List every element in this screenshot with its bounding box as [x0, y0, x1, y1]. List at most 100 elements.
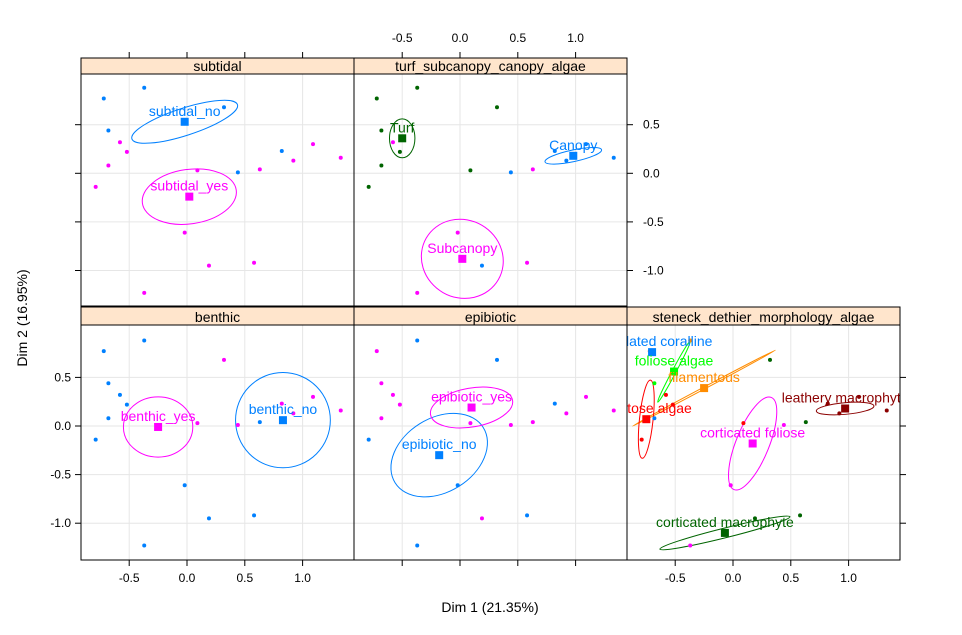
- observation-point: [798, 513, 803, 518]
- tick-label: -0.5: [392, 31, 413, 45]
- panel-strip-label: epibiotic: [465, 309, 516, 325]
- confidence-ellipse: [728, 396, 778, 491]
- tick-label: 0.5: [509, 31, 526, 45]
- category-centroid: [648, 348, 657, 357]
- observation-point: [670, 402, 675, 407]
- panel-content: epibiotic_no epibiotic_yes: [366, 338, 616, 548]
- category-label: epibiotic_no: [402, 436, 477, 452]
- panels-layer: subtidal subtidal_no subtidal_yes turf_subc…: [80, 57, 909, 561]
- category-centroid: [642, 415, 651, 424]
- panel-border: [626, 324, 901, 561]
- panel-strip-label: turf_subcanopy_canopy_algae: [395, 58, 586, 74]
- observation-point: [397, 149, 402, 154]
- tick-label: -1.0: [643, 264, 664, 278]
- observation-point: [291, 411, 296, 416]
- tick-label: 0.0: [643, 166, 660, 180]
- observation-point: [142, 290, 147, 295]
- category-centroid: [748, 439, 757, 448]
- category-label: benthic_yes: [121, 408, 196, 424]
- observation-point: [101, 349, 106, 354]
- panel-1: turf_subcanopy_canopy_algae Turf Subcanopy…: [353, 57, 628, 307]
- observation-point: [311, 394, 316, 399]
- category-label: corticated foliose: [700, 424, 805, 440]
- confidence-ellipse: [815, 401, 875, 416]
- observation-point: [117, 392, 122, 397]
- observation-point: [106, 416, 111, 421]
- category-centroid: [720, 528, 729, 537]
- observation-point: [663, 392, 668, 397]
- observation-point: [338, 155, 343, 160]
- observation-point: [390, 140, 395, 145]
- tick-label: 0.0: [54, 419, 71, 433]
- tick-label: -0.5: [665, 571, 686, 585]
- panel-grid: [354, 74, 627, 306]
- observation-point: [455, 483, 460, 488]
- observation-point: [611, 408, 616, 413]
- panel-2: benthic benthic_no benthic_yes: [80, 306, 355, 561]
- observation-point: [206, 516, 211, 521]
- category-centroid: [670, 367, 679, 376]
- panel-content: benthic_no benthic_yes: [93, 338, 343, 548]
- observation-point: [468, 421, 473, 426]
- observation-point: [415, 290, 420, 295]
- category-centroid: [841, 404, 850, 413]
- observation-point: [142, 338, 147, 343]
- tick-label: 0.5: [54, 370, 71, 384]
- observation-point: [106, 381, 111, 386]
- observation-point: [552, 148, 557, 153]
- observation-point: [195, 421, 200, 426]
- category-centroid: [569, 151, 578, 160]
- observation-point: [397, 402, 402, 407]
- observation-point: [106, 163, 111, 168]
- observation-point: [106, 128, 111, 133]
- observation-point: [252, 260, 257, 265]
- confidence-ellipse: [544, 147, 603, 165]
- observation-point: [552, 401, 557, 406]
- observation-point: [508, 170, 513, 175]
- observation-point: [221, 357, 226, 362]
- observation-point: [142, 85, 147, 90]
- observation-point: [455, 230, 460, 235]
- observation-point: [468, 168, 473, 173]
- confidence-ellipse: [420, 218, 504, 299]
- category-centroid: [398, 134, 407, 143]
- confidence-ellipse: [235, 372, 331, 469]
- observation-point: [379, 128, 384, 133]
- observation-point: [741, 421, 746, 426]
- observation-point: [182, 483, 187, 488]
- tick-label: -0.5: [643, 215, 664, 229]
- observation-point: [101, 96, 106, 101]
- tick-label: -0.5: [119, 571, 140, 585]
- observation-point: [366, 437, 371, 442]
- y-axis-title: Dim 2 (16.95%): [14, 269, 30, 366]
- observation-point: [124, 149, 129, 154]
- panel-grid: [354, 325, 627, 560]
- observation-point: [857, 394, 862, 399]
- observation-point: [124, 402, 129, 407]
- observation-point: [374, 349, 379, 354]
- observation-point: [530, 167, 535, 172]
- observation-point: [688, 338, 693, 343]
- observation-point: [508, 423, 513, 428]
- panel-content: Turf Subcanopy Canopy: [366, 85, 616, 299]
- panel-3: epibiotic epibiotic_no epibiotic_yes: [353, 306, 628, 561]
- category-centroid: [467, 403, 476, 412]
- category-label: filamentous: [668, 369, 740, 385]
- panel-0: subtidal subtidal_no subtidal_yes: [80, 57, 355, 307]
- observation-point: [639, 437, 644, 442]
- category-label: leathery macrophyte: [782, 390, 909, 406]
- observation-point: [182, 230, 187, 235]
- observation-point: [415, 338, 420, 343]
- category-centroid: [435, 451, 444, 460]
- confidence-ellipse: [122, 396, 194, 458]
- category-centroid: [458, 254, 467, 263]
- observation-point: [291, 158, 296, 163]
- observation-point: [374, 96, 379, 101]
- confidence-ellipse: [131, 99, 239, 144]
- category-centroid: [700, 384, 709, 393]
- observation-point: [611, 155, 616, 160]
- panel-content: subtidal_no subtidal_yes: [93, 85, 343, 295]
- observation-point: [117, 140, 122, 145]
- observation-point: [564, 158, 569, 163]
